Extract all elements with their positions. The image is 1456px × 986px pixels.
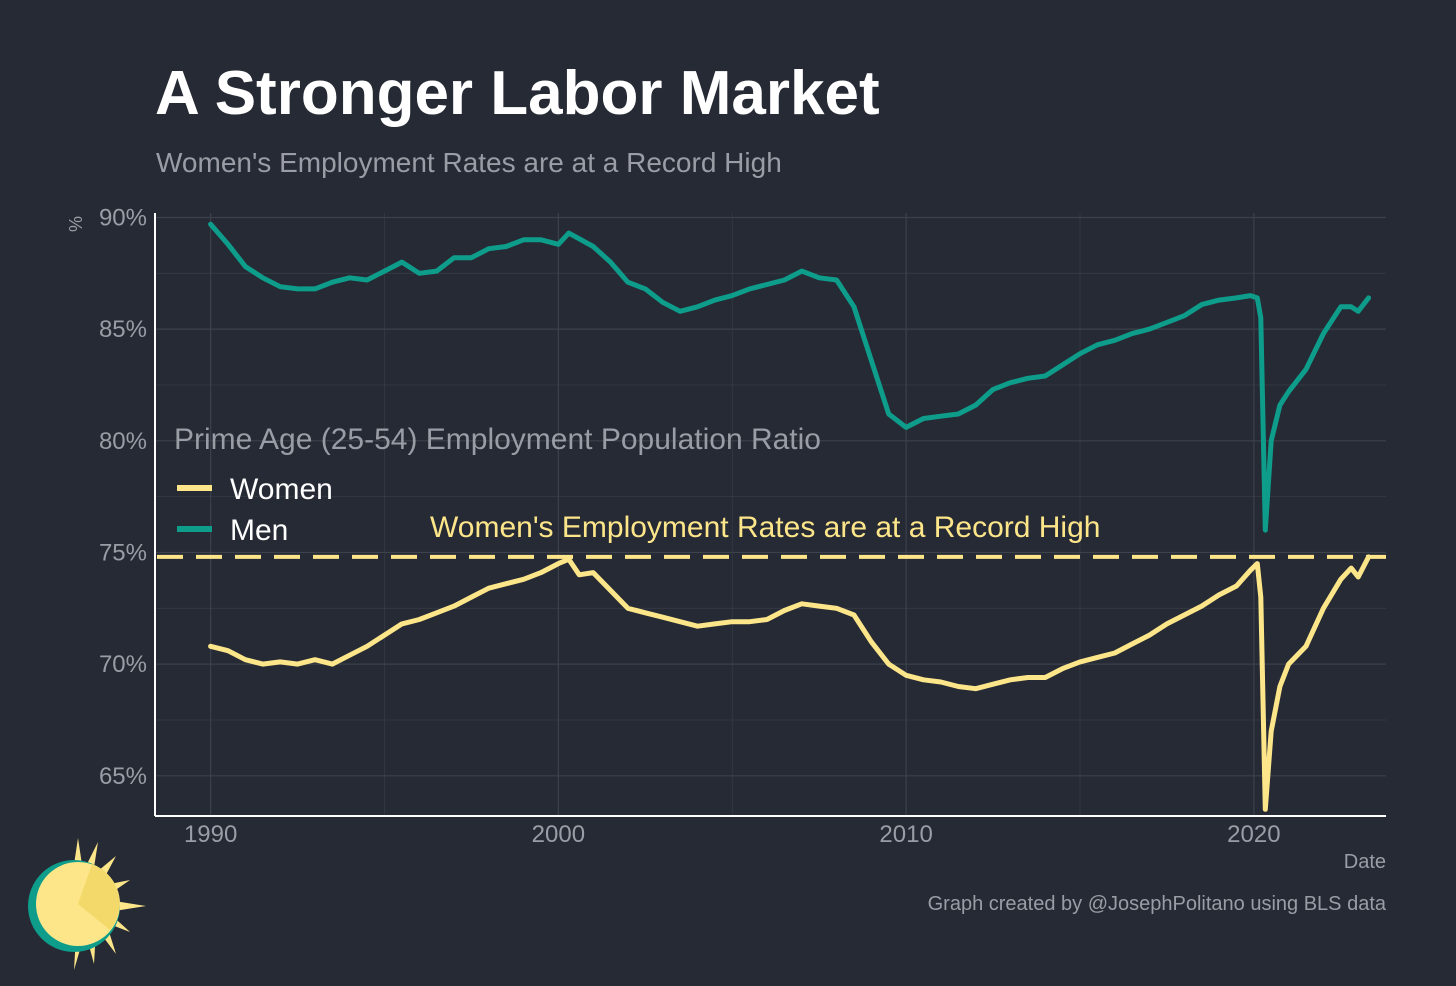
y-tick-label: 75% xyxy=(99,539,147,566)
x-tick-label: 2010 xyxy=(879,821,932,848)
x-tick-label: 2000 xyxy=(532,821,585,848)
series-line-men xyxy=(208,221,1372,533)
x-axis-title: Date xyxy=(1343,851,1386,873)
sun-icon xyxy=(28,838,146,970)
y-axis-title: % xyxy=(66,216,86,232)
grid xyxy=(155,213,1386,816)
reference-line-group: Women's Employment Rates are at a Record… xyxy=(157,511,1386,559)
x-tick-label: 1990 xyxy=(184,821,237,848)
x-tick-label: 2020 xyxy=(1227,821,1280,848)
y-tick-label: 85% xyxy=(99,316,147,343)
y-tick-label: 90% xyxy=(99,204,147,231)
chart-title: A Stronger Labor Market xyxy=(155,59,880,128)
axes xyxy=(154,213,1386,817)
source-caption: Graph created by @JosephPolitano using B… xyxy=(927,893,1386,915)
series-line-women xyxy=(208,554,1372,812)
legend: Prime Age (25-54) Employment Population … xyxy=(174,423,821,547)
legend-title: Prime Age (25-54) Employment Population … xyxy=(174,423,821,456)
series-lines xyxy=(208,221,1372,812)
tick-labels: 65% 70% 75% 80% 85% 90% 1990 2000 2010 2020 xyxy=(99,204,1281,848)
legend-label-women: Women xyxy=(230,473,333,506)
y-tick-label: 70% xyxy=(99,651,147,678)
y-tick-label: 80% xyxy=(99,428,147,455)
reference-annotation: Women's Employment Rates are at a Record… xyxy=(430,511,1100,544)
legend-label-men: Men xyxy=(230,514,288,547)
y-tick-label: 65% xyxy=(99,763,147,790)
chart-subtitle: Women's Employment Rates are at a Record… xyxy=(156,147,782,178)
